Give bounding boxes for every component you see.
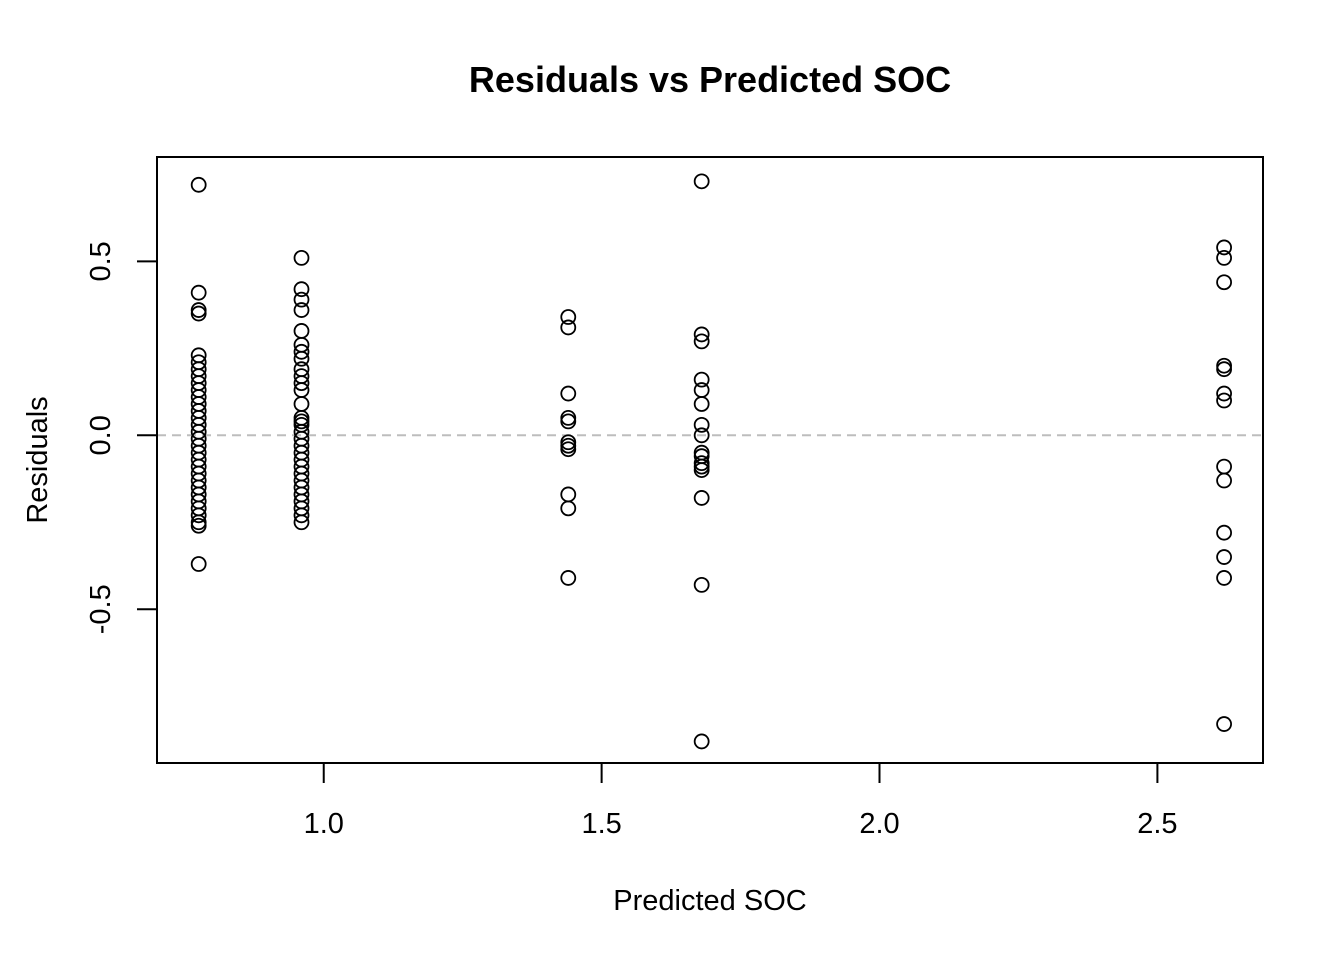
data-point [1216,239,1232,256]
data-point [693,427,710,444]
data-point [693,462,710,478]
data-point [693,458,710,475]
x-axis-label: Predicted SOC [613,885,806,917]
data-point [1216,361,1232,378]
data-point [1216,458,1232,475]
data-point [560,486,577,503]
data-point [1216,472,1232,489]
data-point [1216,570,1232,586]
data-point [1216,385,1232,402]
y-tick-label: 0.5 [85,241,117,281]
data-point [1216,549,1232,565]
x-tick-label: 2.5 [1137,808,1177,840]
data-point [293,514,310,531]
data-point [560,385,577,402]
data-point [190,517,207,534]
data-points [190,173,1232,750]
data-point [560,410,577,426]
data-point [293,291,310,308]
chart-title: Residuals vs Predicted SOC [469,59,951,100]
data-point [1216,392,1232,409]
data-point [693,733,710,750]
x-tick-label: 1.5 [581,808,621,840]
y-axis-label: Residuals [22,396,54,523]
y-tick-label: 0.0 [85,415,117,455]
data-point [560,309,577,325]
data-point [293,302,310,318]
data-point [1216,249,1232,266]
data-point [560,500,577,517]
data-point [190,284,207,301]
data-point [190,507,207,524]
y-axis: -0.5 0.0 0.5 [85,241,158,634]
data-point [1216,716,1232,732]
data-point [693,333,710,350]
data-point [693,576,710,593]
data-point [560,319,577,336]
data-point [693,416,710,433]
data-point [560,570,577,586]
data-point [1216,357,1232,374]
data-point [693,382,710,398]
data-point [693,173,710,190]
data-point [293,323,310,339]
data-point [1216,524,1232,541]
data-point [293,507,310,524]
data-point [693,326,710,343]
data-point [1216,274,1232,291]
x-tick-label: 1.0 [304,808,344,840]
x-tick-label: 2.0 [859,808,899,840]
y-tick-label: -0.5 [85,584,117,634]
x-axis: 1.0 1.5 2.0 2.5 [304,762,1178,840]
plot-frame [156,156,1264,764]
data-point [693,396,710,412]
data-point [293,281,310,298]
data-point [293,249,310,266]
data-point [560,437,577,454]
data-point [190,305,207,322]
data-point [560,441,577,458]
data-point [190,176,207,193]
data-point [190,556,207,572]
data-point [190,302,207,318]
data-point [293,396,310,412]
data-point [293,343,310,360]
data-point [560,413,577,430]
data-point [693,371,710,388]
data-point [293,375,310,392]
data-point [693,490,710,506]
data-point [293,350,310,367]
